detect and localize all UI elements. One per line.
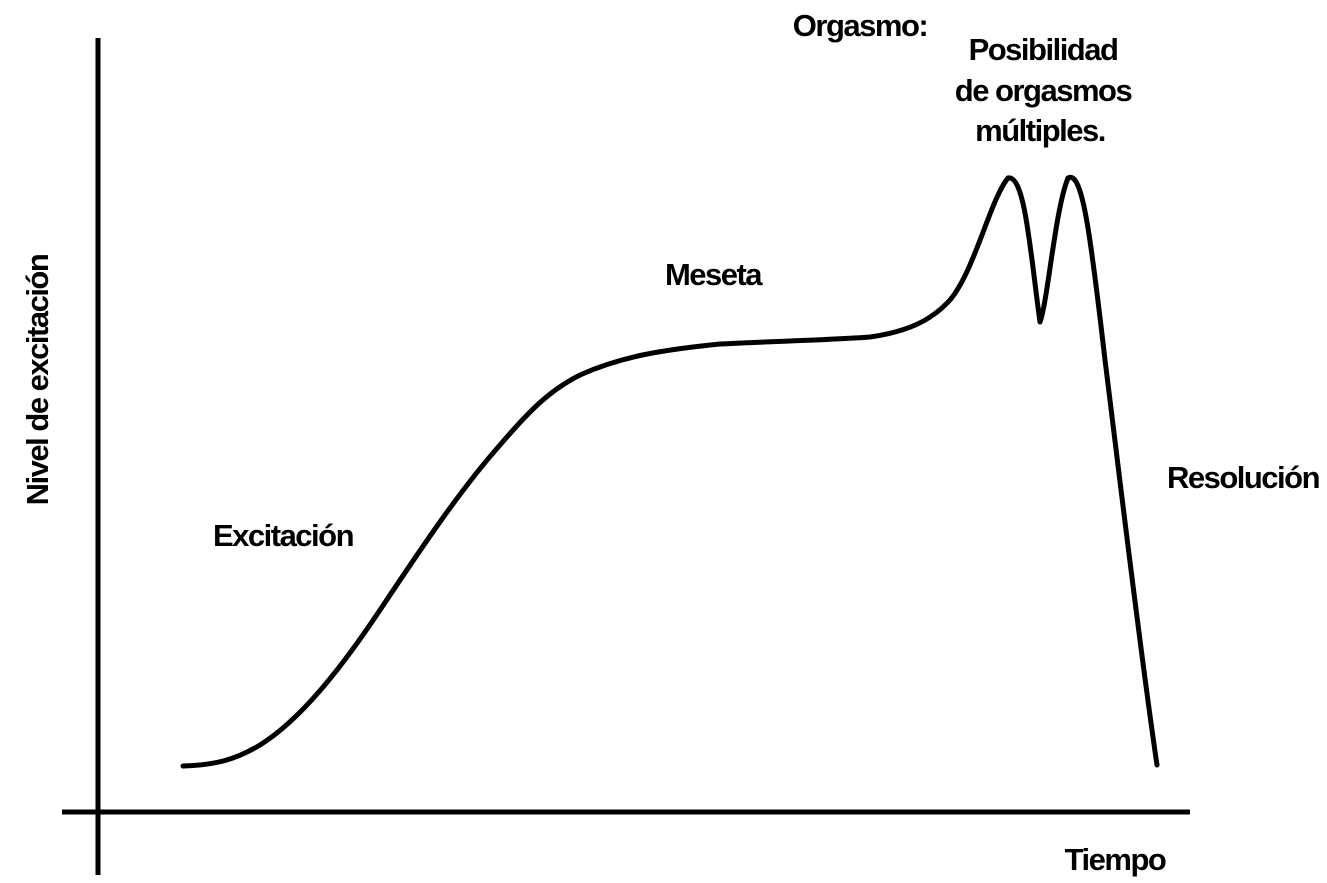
y-axis-label: Nivel de excitación	[20, 254, 55, 505]
plateau-label: Meseta	[665, 257, 763, 292]
orgasm-label: Orgasmo:	[793, 8, 927, 43]
multiple-label: Posibilidad	[969, 32, 1118, 67]
resolution-label: Resolución	[1167, 460, 1320, 495]
response-curve	[180, 174, 1160, 769]
multiple-label: múltiples.	[975, 113, 1105, 148]
x-axis-label: Tiempo	[1065, 842, 1166, 877]
excitement-label: Excitación	[213, 518, 354, 553]
multiple-label: de orgasmos	[955, 73, 1132, 108]
